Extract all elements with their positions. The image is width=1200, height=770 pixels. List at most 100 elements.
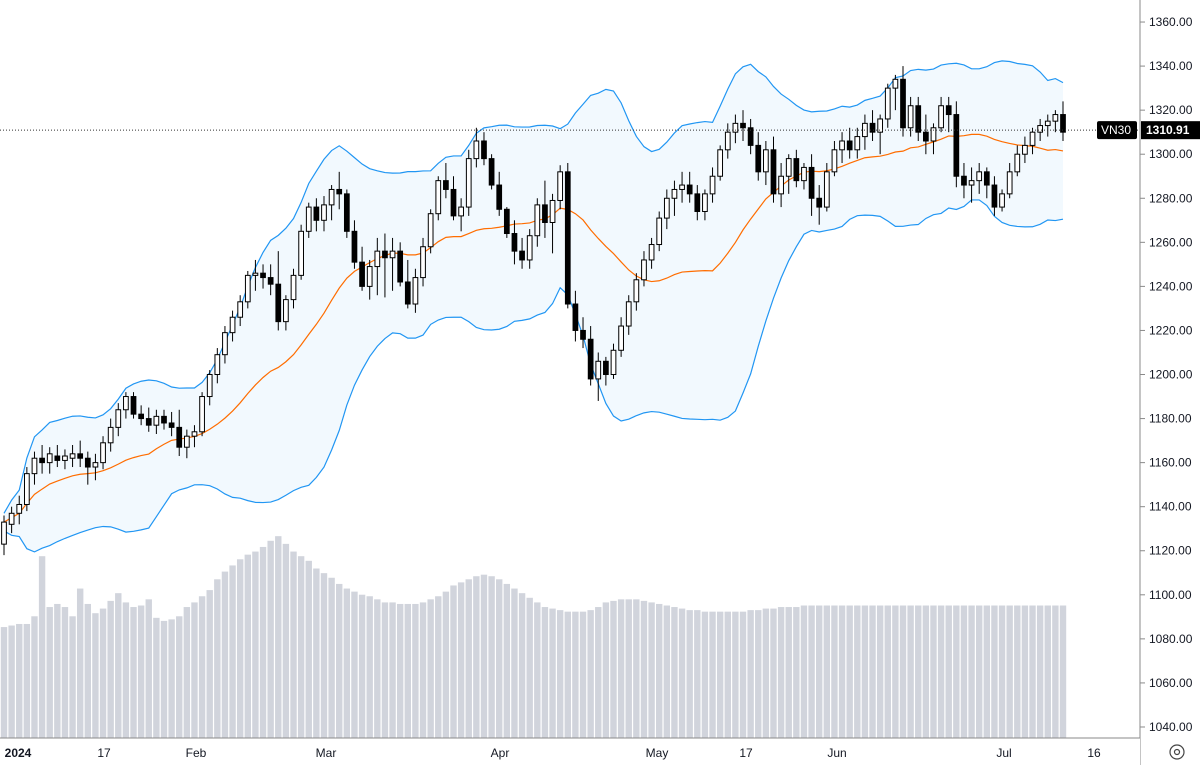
candle[interactable] (260, 264, 266, 289)
candle[interactable] (1022, 136, 1028, 164)
candle[interactable] (808, 154, 815, 216)
candle[interactable] (46, 447, 53, 474)
candle[interactable] (907, 96, 914, 137)
candle[interactable] (62, 449, 68, 470)
candle[interactable] (549, 193, 556, 254)
candle[interactable] (854, 127, 861, 159)
candle[interactable] (229, 310, 236, 342)
candle[interactable] (976, 163, 983, 194)
candle[interactable] (503, 207, 510, 238)
candle[interactable] (839, 132, 845, 164)
candle[interactable] (1014, 145, 1021, 177)
candle[interactable] (145, 407, 152, 432)
candle[interactable] (191, 425, 198, 448)
candle[interactable] (991, 176, 998, 216)
candle[interactable] (199, 392, 205, 437)
candle[interactable] (443, 163, 449, 199)
candle[interactable] (747, 118, 754, 155)
candle[interactable] (1006, 163, 1013, 199)
candle[interactable] (526, 229, 533, 269)
candle[interactable] (427, 209, 434, 254)
candle[interactable] (511, 220, 518, 265)
candle[interactable] (351, 220, 358, 269)
candle[interactable] (763, 140, 769, 186)
candle[interactable] (938, 96, 944, 133)
candle[interactable] (983, 167, 990, 199)
candle[interactable] (290, 268, 297, 309)
candle[interactable] (283, 295, 289, 331)
candle[interactable] (77, 440, 84, 468)
candle[interactable] (892, 74, 899, 111)
candle[interactable] (366, 259, 373, 300)
candle[interactable] (671, 180, 678, 216)
candle[interactable] (321, 196, 327, 232)
candle[interactable] (930, 123, 937, 155)
candle[interactable] (564, 163, 571, 309)
candle[interactable] (923, 114, 929, 155)
candle[interactable] (458, 198, 464, 232)
candle[interactable] (694, 185, 701, 221)
candle[interactable] (123, 392, 129, 419)
candle[interactable] (869, 110, 876, 141)
candle[interactable] (633, 273, 640, 311)
candle[interactable] (778, 163, 784, 208)
candle[interactable] (831, 140, 838, 177)
candle[interactable] (816, 185, 823, 225)
candle[interactable] (328, 185, 335, 221)
candle[interactable] (107, 418, 114, 452)
candle[interactable] (534, 198, 541, 247)
candle[interactable] (275, 251, 282, 331)
candle[interactable] (481, 132, 487, 166)
candle[interactable] (222, 326, 228, 364)
settings-gear-icon[interactable] (1169, 744, 1185, 760)
candle[interactable] (244, 270, 251, 309)
candle[interactable] (915, 96, 922, 141)
candle[interactable] (686, 171, 693, 203)
candle[interactable] (138, 405, 144, 426)
candle[interactable] (465, 149, 472, 216)
candle[interactable] (488, 154, 495, 190)
candle[interactable] (595, 352, 602, 401)
candle[interactable] (359, 246, 365, 291)
candle[interactable] (945, 96, 952, 133)
candle[interactable] (298, 224, 304, 280)
candle[interactable] (473, 127, 480, 168)
candle[interactable] (1029, 127, 1036, 155)
candle[interactable] (1037, 118, 1044, 141)
candle[interactable] (1, 515, 7, 556)
candle[interactable] (412, 268, 419, 313)
candle[interactable] (420, 237, 426, 287)
candle[interactable] (313, 198, 320, 232)
candle[interactable] (968, 167, 975, 203)
candle[interactable] (183, 429, 190, 459)
candle[interactable] (1044, 114, 1051, 137)
candle[interactable] (8, 506, 15, 534)
candle[interactable] (953, 101, 960, 188)
candle[interactable] (770, 136, 777, 203)
candle[interactable] (793, 149, 800, 188)
candle[interactable] (54, 445, 61, 468)
candle[interactable] (785, 154, 792, 194)
candle[interactable] (603, 356, 609, 386)
candle[interactable] (580, 317, 586, 349)
candle[interactable] (755, 132, 762, 181)
candle[interactable] (884, 83, 891, 128)
candle[interactable] (305, 202, 312, 238)
candle[interactable] (31, 451, 38, 485)
candle[interactable] (1060, 101, 1066, 141)
candle[interactable] (267, 264, 274, 296)
candle[interactable] (724, 123, 731, 159)
candle[interactable] (717, 145, 724, 181)
candle[interactable] (206, 370, 213, 406)
candle[interactable] (389, 237, 396, 291)
candle[interactable] (39, 445, 45, 474)
candle[interactable] (846, 127, 853, 159)
candle[interactable] (23, 467, 30, 512)
candle[interactable] (587, 326, 594, 386)
candle[interactable] (648, 237, 655, 269)
candle[interactable] (900, 66, 906, 137)
candle[interactable] (656, 211, 663, 252)
candle[interactable] (343, 189, 350, 238)
